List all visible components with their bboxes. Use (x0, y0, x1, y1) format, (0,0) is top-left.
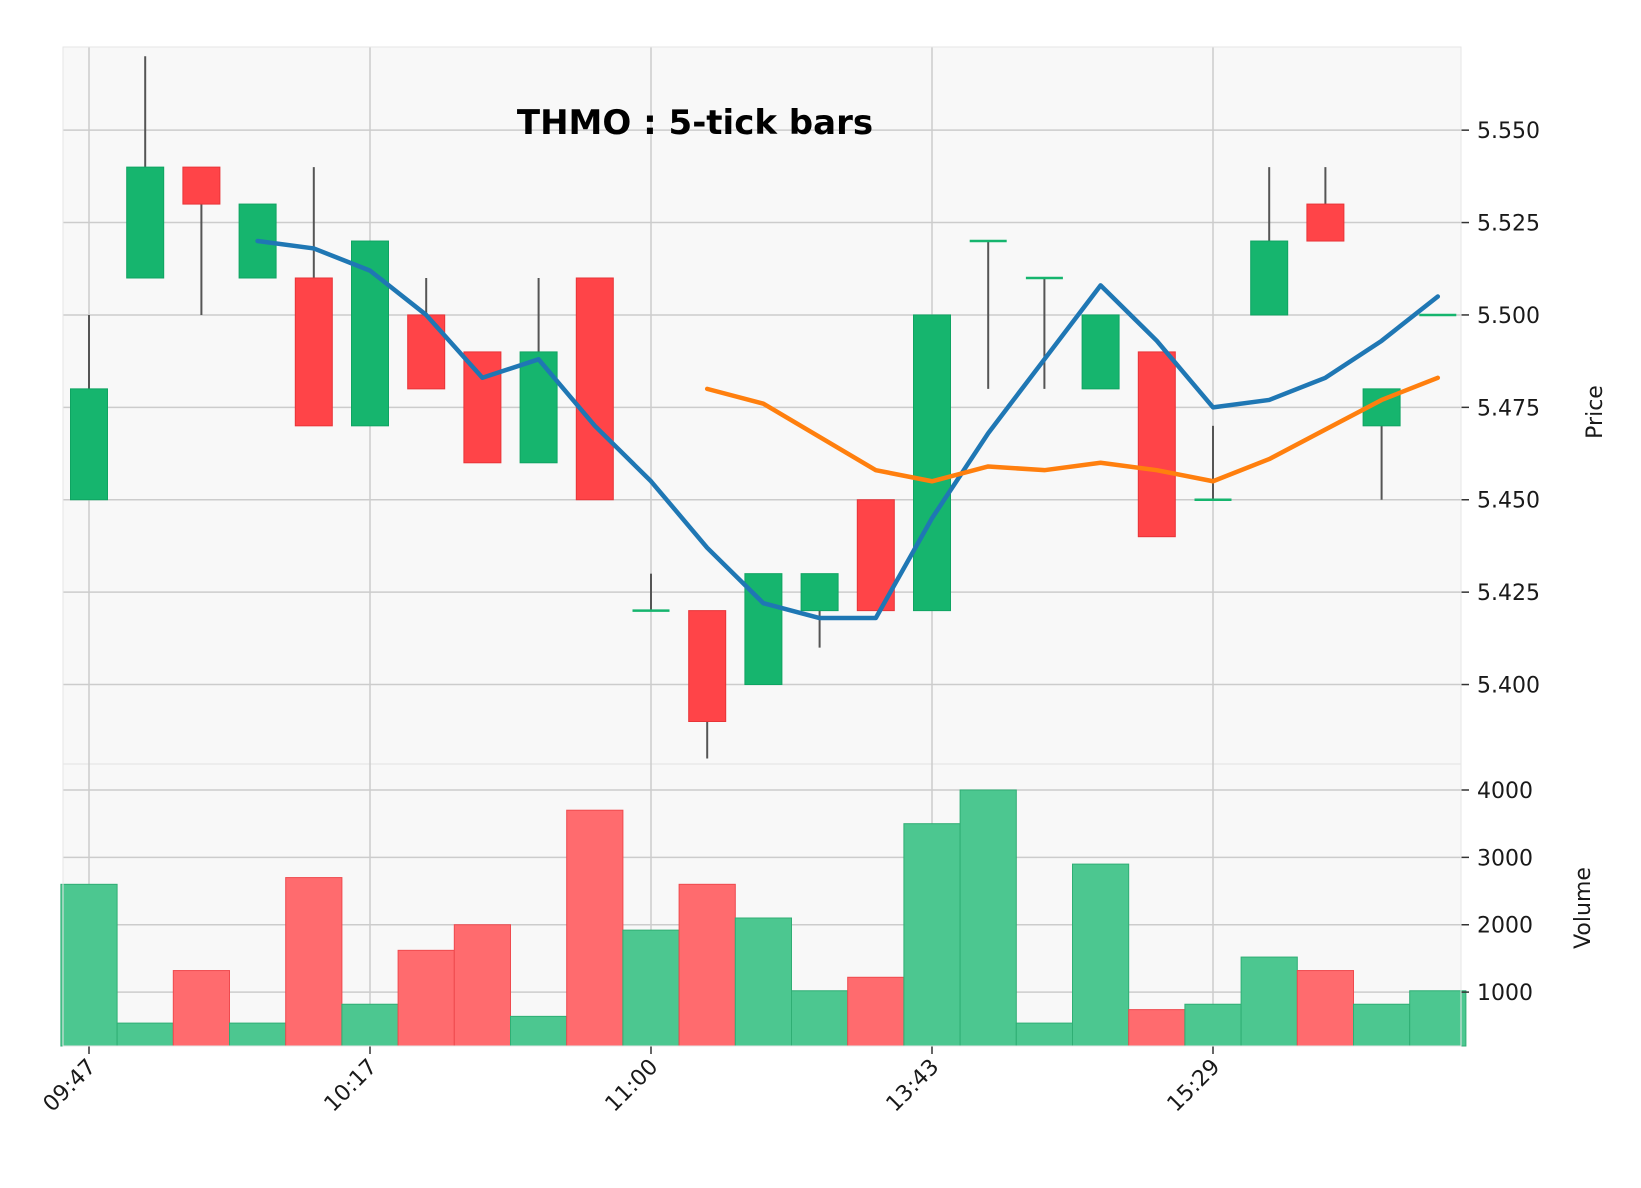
x-tick-label: 15:29 (1163, 1055, 1226, 1118)
volume-bar (172, 970, 231, 1047)
volume-bar (1184, 1003, 1242, 1047)
volume-bar (1409, 990, 1467, 1047)
volume-bar (903, 823, 961, 1047)
volume-tick-label: 3000 (1477, 846, 1533, 871)
volume-bar (678, 883, 736, 1047)
plot-frame (62, 46, 1462, 1047)
volume-bar (453, 924, 511, 1047)
price-axis-label: Price (1583, 385, 1608, 439)
volume-bar (959, 789, 1017, 1047)
candle-body (800, 573, 839, 612)
volume-bar (1128, 1009, 1186, 1047)
chart-title: THMO : 5-tick bars (517, 103, 873, 143)
volume-bar (791, 990, 849, 1047)
x-tick-label: 13:43 (882, 1055, 945, 1118)
volume-bar (566, 809, 624, 1047)
volume-bar (1296, 970, 1355, 1047)
volume-bar (229, 1022, 287, 1047)
volume-bars (60, 789, 1467, 1047)
candle-body (463, 351, 502, 464)
candles (70, 56, 1457, 759)
volume-bar (1072, 863, 1130, 1047)
volume-bar (1240, 956, 1298, 1047)
price-tick-label: 5.500 (1477, 304, 1540, 329)
moving-average-line (255, 238, 1441, 621)
x-tick-label: 10:17 (320, 1055, 383, 1118)
price-tick-label: 5.450 (1477, 489, 1540, 514)
volume-bar (60, 883, 118, 1047)
moving-average-line (704, 375, 1441, 484)
candle-body (407, 314, 446, 390)
price-tick-label: 5.400 (1477, 674, 1540, 699)
candle-body (1081, 314, 1120, 390)
candle-body (913, 314, 951, 612)
volume-bar (622, 929, 680, 1047)
candle-body (519, 351, 558, 464)
candle-body (70, 388, 108, 501)
volume-bar (341, 1003, 399, 1047)
x-axis-ticks: 09:47 10:17 11:00 13:43 15:29 (39, 1046, 1226, 1118)
volume-bar (116, 1022, 174, 1047)
price-axis-ticks: 5.400 5.425 5.450 5.475 5.500 5.525 5.550 (1461, 119, 1540, 699)
candle-body (182, 166, 221, 205)
candle-body (1306, 203, 1345, 242)
price-tick-label: 5.550 (1477, 119, 1540, 144)
candle-body (294, 277, 333, 427)
moving-average-lines (255, 238, 1441, 621)
volume-bar (734, 917, 792, 1047)
volume-bar (1015, 1022, 1073, 1047)
volume-tick-label: 4000 (1477, 779, 1533, 804)
volume-tick-label: 1000 (1477, 981, 1533, 1006)
price-tick-label: 5.475 (1477, 396, 1540, 421)
volume-axis-label: Volume (1571, 867, 1596, 949)
volume-bar (847, 976, 905, 1047)
x-tick-label: 09:47 (39, 1055, 102, 1118)
volume-bar (285, 877, 343, 1047)
volume-axis-ticks: 1000 2000 3000 4000 (1461, 779, 1533, 1006)
volume-tick-label: 2000 (1477, 914, 1533, 939)
candle-body (688, 610, 727, 722)
volume-bar (1353, 1003, 1411, 1047)
price-tick-label: 5.425 (1477, 581, 1540, 606)
candle-body (126, 166, 165, 279)
candle-body (575, 277, 614, 501)
candle-body (1250, 240, 1289, 316)
x-tick-label: 11:00 (601, 1055, 664, 1118)
volume-bar (397, 949, 455, 1047)
price-tick-label: 5.525 (1477, 212, 1540, 237)
volume-bar (510, 1015, 568, 1047)
candle-body (1137, 351, 1176, 538)
